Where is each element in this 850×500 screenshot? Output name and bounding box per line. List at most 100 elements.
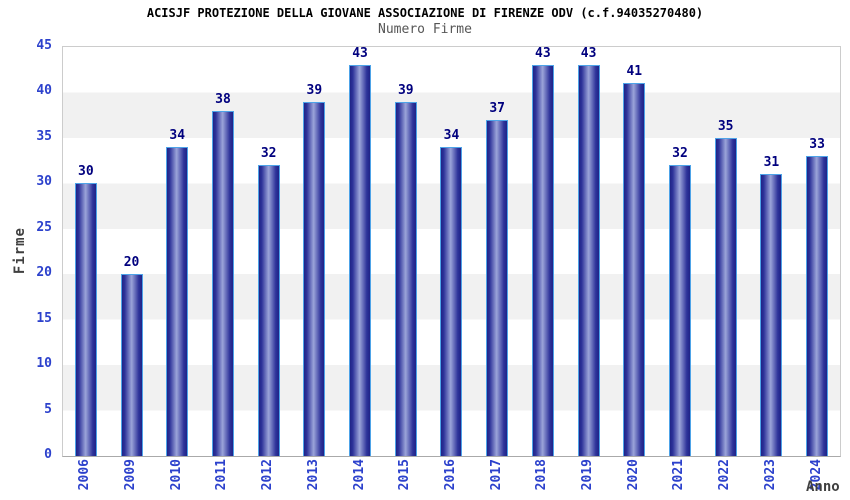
x-tick-slot: 2013 [291, 459, 337, 499]
bar-2019 [577, 65, 600, 456]
x-tick-label: 2015 [397, 459, 413, 491]
x-tick-slot: 2010 [153, 459, 199, 499]
y-tick-label: 40 [36, 83, 52, 99]
x-tick-label: 2006 [77, 459, 93, 491]
x-tick-label: 2021 [671, 459, 687, 491]
bar-2018 [531, 65, 554, 456]
x-tick-label: 2010 [168, 459, 184, 491]
bar-2016 [440, 146, 463, 456]
y-axis-tick-labels: 0 5 10 15 20 25 30 35 40 45 [0, 38, 52, 462]
bar-2020 [623, 83, 646, 456]
y-tick-label: 25 [36, 219, 52, 235]
bar-slot-2014: 43 [337, 47, 383, 456]
x-tick-label: 2023 [762, 459, 778, 491]
bar-2021 [668, 165, 691, 456]
x-tick-slot: 2006 [62, 459, 108, 499]
bar-2024 [806, 156, 829, 456]
y-tick-label: 0 [44, 447, 52, 462]
x-tick-label: 2016 [442, 459, 458, 491]
x-tick-label: 2019 [580, 459, 596, 491]
bar-2012 [257, 165, 280, 456]
bar-slot-2020: 41 [611, 47, 657, 456]
bar-value-label: 33 [809, 137, 825, 153]
bars-row: 30 20 34 38 32 39 43 39 34 37 43 43 41 32 35 31 33 [63, 47, 840, 456]
bar-slot-2022: 35 [703, 47, 749, 456]
bar-slot-2009: 20 [109, 47, 155, 456]
bar-slot-2016: 34 [429, 47, 475, 456]
x-tick-slot: 2009 [108, 459, 154, 499]
bar-slot-2013: 39 [292, 47, 338, 456]
bar-2023 [760, 174, 783, 456]
bar-value-label: 34 [443, 127, 460, 143]
bar-2013 [303, 101, 326, 456]
bar-slot-2006: 30 [63, 47, 109, 456]
x-tick-label: 2020 [625, 459, 641, 491]
chart-title: ACISJF PROTEZIONE DELLA GIOVANE ASSOCIAZ… [146, 6, 704, 20]
bar-slot-2011: 38 [200, 47, 246, 456]
x-tick-slot: 2022 [702, 459, 748, 499]
bar-2006 [74, 183, 97, 456]
bar-value-label: 31 [763, 155, 780, 171]
bar-2014 [349, 65, 372, 456]
bar-slot-2019: 43 [566, 47, 612, 456]
y-tick-label: 20 [36, 265, 52, 281]
bar-slot-2010: 34 [154, 47, 200, 456]
bar-slot-2017: 37 [474, 47, 520, 456]
bar-2009 [120, 274, 143, 456]
chart-subtitle: Numero Firme [378, 22, 472, 37]
x-tick-slot: 2018 [519, 459, 565, 499]
bar-value-label: 35 [717, 118, 734, 134]
x-tick-label: 2009 [123, 459, 139, 491]
bar-slot-2015: 39 [383, 47, 429, 456]
x-tick-slot: 2020 [610, 459, 656, 499]
y-tick-label: 35 [36, 128, 52, 144]
y-tick-label: 5 [44, 401, 52, 417]
x-axis-tick-labels: 2006 2009 2010 2011 2012 2013 2014 2015 2016 2017… [62, 459, 839, 499]
bar-value-label: 37 [489, 100, 505, 116]
y-tick-label: 10 [36, 356, 52, 372]
bar-slot-2023: 31 [749, 47, 795, 456]
bar-value-label: 43 [352, 46, 368, 62]
bar-slot-2021: 32 [657, 47, 703, 456]
x-tick-label: 2013 [305, 459, 321, 491]
x-tick-slot: 2011 [199, 459, 245, 499]
bar-2010 [166, 146, 189, 456]
bar-value-label: 43 [580, 46, 597, 62]
x-tick-slot: 2017 [473, 459, 519, 499]
y-tick-label: 15 [36, 310, 52, 326]
bar-slot-2024: 33 [794, 47, 840, 456]
bar-value-label: 30 [78, 164, 94, 180]
x-tick-slot: 2021 [656, 459, 702, 499]
bar-2022 [714, 137, 737, 456]
x-tick-label: 2018 [534, 459, 550, 491]
bar-2015 [394, 101, 417, 456]
bar-slot-2018: 43 [520, 47, 566, 456]
y-tick-label: 30 [36, 174, 52, 190]
x-tick-slot: 2019 [565, 459, 611, 499]
x-tick-slot: 2012 [245, 459, 291, 499]
x-tick-label: 2012 [260, 459, 276, 491]
bar-value-label: 39 [397, 82, 414, 98]
bar-value-label: 32 [260, 146, 277, 162]
x-tick-label: 2014 [351, 459, 367, 491]
bar-value-label: 39 [306, 82, 323, 98]
plot-area: 30 20 34 38 32 39 43 39 34 37 43 43 41 32 35 31 33 [62, 46, 841, 457]
x-tick-slot: 2023 [748, 459, 794, 499]
x-tick-label: 2017 [488, 459, 504, 491]
bar-value-label: 20 [123, 255, 140, 271]
x-tick-label: 2022 [717, 459, 733, 491]
x-tick-slot: 2014 [336, 459, 382, 499]
bar-2017 [486, 119, 509, 456]
bar-value-label: 38 [215, 91, 231, 107]
bar-value-label: 41 [626, 64, 643, 80]
bar-value-label: 32 [672, 146, 688, 162]
bar-slot-2012: 32 [246, 47, 292, 456]
y-tick-label: 45 [36, 38, 52, 53]
x-tick-slot: 2016 [428, 459, 474, 499]
x-axis-title: Anno [806, 479, 840, 495]
x-tick-label: 2011 [214, 459, 230, 491]
x-tick-slot: 2015 [382, 459, 428, 499]
bar-value-label: 34 [169, 127, 186, 143]
bar-2011 [211, 110, 234, 456]
